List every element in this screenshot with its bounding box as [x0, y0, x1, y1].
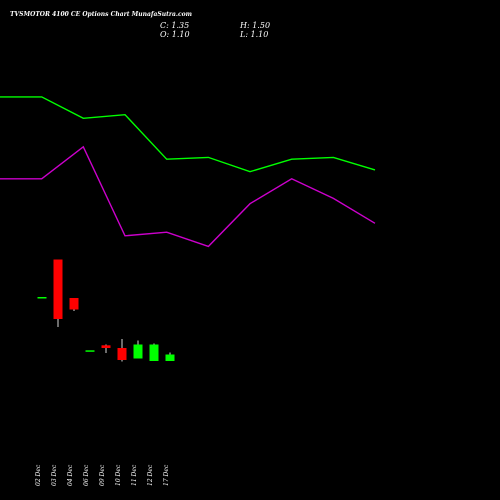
indicator-line-1	[0, 96, 376, 173]
candle-body-12-dec	[149, 344, 159, 361]
indicator-line-2	[0, 145, 376, 248]
x-tick-label: 06 Dec	[83, 464, 90, 486]
close-price-label: C: 1.35	[160, 21, 190, 30]
candle-body-04-dec	[69, 298, 79, 310]
x-tick-label: 12 Dec	[147, 464, 154, 486]
candle-body-02-dec	[37, 297, 47, 299]
x-tick-label: 11 Dec	[131, 464, 138, 486]
high-price-label: H: 1.50	[240, 21, 271, 30]
x-tick-label: 02 Dec	[35, 464, 42, 486]
candle-body-06-dec	[85, 350, 95, 352]
x-tick-label: 03 Dec	[51, 464, 58, 486]
candle-body-09-dec	[101, 345, 111, 348]
candle-body-03-dec	[53, 259, 63, 319]
x-tick-label: 09 Dec	[99, 464, 106, 486]
candle-body-11-dec	[133, 344, 143, 359]
candle-body-17-dec	[165, 354, 175, 361]
candle-body-10-dec	[117, 348, 127, 360]
low-price-label: L: 1.10	[240, 30, 269, 39]
x-tick-label: 10 Dec	[115, 464, 122, 486]
chart-title: TVSMOTOR 4100 CE Options Chart MunafaSut…	[10, 11, 192, 18]
indicator-lines	[0, 96, 376, 248]
x-tick-label: 17 Dec	[163, 464, 170, 486]
x-axis-labels: 02 Dec 03 Dec 04 Dec 06 Dec 09 Dec 10 Dec 11 D…	[35, 464, 170, 486]
candlesticks	[37, 259, 175, 362]
x-tick-label: 04 Dec	[67, 464, 74, 486]
open-price-label: O: 1.10	[160, 30, 190, 39]
